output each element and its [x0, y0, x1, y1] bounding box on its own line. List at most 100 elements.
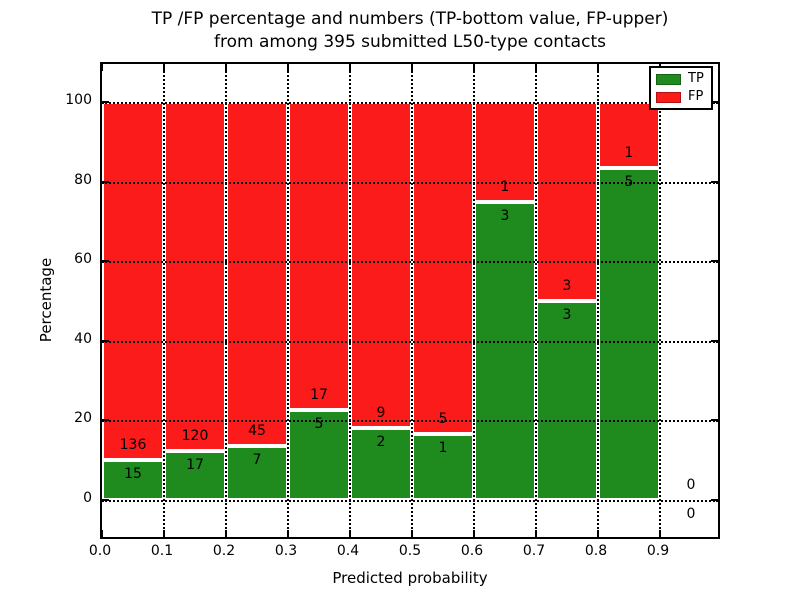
tp-count-label: 5 [314, 415, 324, 432]
x-tick-mark-top [101, 64, 103, 71]
y-tick-mark-left [102, 180, 109, 183]
y-axis-label: Percentage [37, 257, 55, 343]
y-tick-mark-right [711, 419, 718, 422]
gridline-vertical [225, 64, 227, 537]
y-tick-mark-right [711, 180, 718, 183]
bar-segment-tp [350, 427, 412, 500]
gridline-horizontal [102, 181, 718, 184]
y-tick-mark-left [102, 260, 109, 263]
x-tick-mark-top [597, 64, 599, 71]
tp-count-label: 1 [438, 439, 448, 456]
x-tick-mark-top [287, 64, 289, 71]
bar-segment-fp [102, 102, 164, 461]
y-tick-label: 20 [74, 410, 92, 427]
y-tick-mark-right [711, 499, 718, 501]
x-axis-label: Predicted probability [332, 569, 488, 587]
bar-segment-fp [412, 102, 474, 434]
y-tick-mark-left [102, 101, 109, 103]
x-tick-label: 0.7 [522, 543, 546, 559]
gridline-vertical [535, 64, 537, 537]
x-tick-mark-top [349, 64, 351, 71]
x-tick-mark-bottom [287, 530, 289, 537]
x-tick-mark-bottom [659, 530, 661, 537]
fp-count-label: 120 [181, 427, 209, 444]
fp-count-label: 5 [438, 410, 448, 427]
bar-segment-fp [288, 102, 350, 410]
bar-segment-fp [474, 102, 536, 202]
x-tick-mark-bottom [349, 530, 351, 537]
y-tick-label: 0 [83, 490, 92, 506]
x-tick-label: 0.0 [88, 543, 112, 559]
fp-count-label: 45 [248, 423, 266, 440]
x-tick-label: 0.9 [646, 543, 670, 559]
legend-label-tp: TP [688, 71, 704, 86]
gridline-vertical [163, 64, 165, 537]
y-tick-mark-right [711, 339, 718, 342]
y-tick-label: 80 [74, 171, 92, 188]
x-tick-mark-bottom [597, 530, 599, 537]
fp-color-swatch [656, 91, 681, 103]
bar-segment-fp [226, 102, 288, 447]
x-tick-mark-top [535, 64, 537, 71]
bar-segment-tp [164, 450, 226, 500]
gridline-vertical [659, 64, 661, 537]
chart-title-line1: TP /FP percentage and numbers (TP-bottom… [151, 9, 669, 29]
y-tick-mark-right [711, 260, 718, 263]
tp-count-label: 17 [186, 456, 204, 473]
gridline-horizontal [102, 420, 718, 423]
tp-count-label: 0 [686, 506, 696, 522]
x-tick-mark-bottom [535, 530, 537, 537]
y-tick-mark-left [102, 499, 109, 501]
legend-label-fp: FP [688, 89, 704, 104]
chart-title-line2: from among 395 submitted L50-type contac… [214, 32, 606, 52]
x-tick-label: 0.3 [274, 543, 298, 559]
tp-count-label: 15 [124, 466, 142, 483]
fp-count-label: 136 [119, 437, 147, 454]
bar-segment-tp [536, 301, 598, 500]
x-tick-mark-bottom [225, 530, 227, 537]
tp-count-label: 3 [562, 307, 572, 323]
bar-segment-tp [102, 460, 164, 500]
gridline-vertical [597, 64, 599, 537]
x-tick-mark-bottom [473, 530, 475, 537]
x-tick-mark-bottom [101, 530, 103, 537]
gridline-vertical [411, 64, 413, 537]
fp-count-label: 17 [310, 386, 328, 403]
bar-segment-fp [536, 102, 598, 301]
gridline-vertical [473, 64, 475, 537]
x-tick-label: 0.8 [584, 543, 608, 559]
bar-segment-tp [474, 201, 536, 500]
gridline-horizontal [102, 340, 718, 343]
gridline-vertical [349, 64, 351, 537]
y-tick-label: 40 [74, 330, 92, 347]
legend-item-fp: FP [656, 90, 706, 104]
x-tick-mark-top [473, 64, 475, 71]
fp-count-label: 0 [686, 477, 696, 493]
bar-segment-tp [598, 168, 660, 500]
legend: TP FP [649, 66, 713, 110]
y-tick-mark-right [711, 101, 718, 103]
bar-segment-fp [164, 102, 226, 451]
y-tick-label: 60 [74, 251, 92, 268]
tp-count-label: 3 [500, 207, 510, 224]
fp-count-label: 1 [624, 145, 634, 162]
bar-segment-fp [350, 102, 412, 428]
gridline-horizontal [102, 102, 718, 104]
y-tick-mark-left [102, 419, 109, 422]
fp-count-label: 3 [562, 278, 572, 294]
x-tick-mark-bottom [163, 530, 165, 537]
fp-count-label: 1 [500, 178, 510, 195]
gridline-horizontal [102, 261, 718, 264]
x-tick-mark-top [411, 64, 413, 71]
x-tick-label: 0.4 [336, 543, 360, 559]
gridline-horizontal [102, 500, 718, 502]
x-tick-mark-bottom [411, 530, 413, 537]
x-tick-label: 0.6 [460, 543, 484, 559]
y-tick-label: 100 [65, 92, 92, 108]
fp-count-label: 9 [376, 404, 386, 421]
x-tick-label: 0.5 [398, 543, 422, 559]
x-tick-label: 0.2 [212, 543, 236, 559]
legend-item-tp: TP [656, 72, 706, 86]
x-tick-label: 0.1 [150, 543, 174, 559]
